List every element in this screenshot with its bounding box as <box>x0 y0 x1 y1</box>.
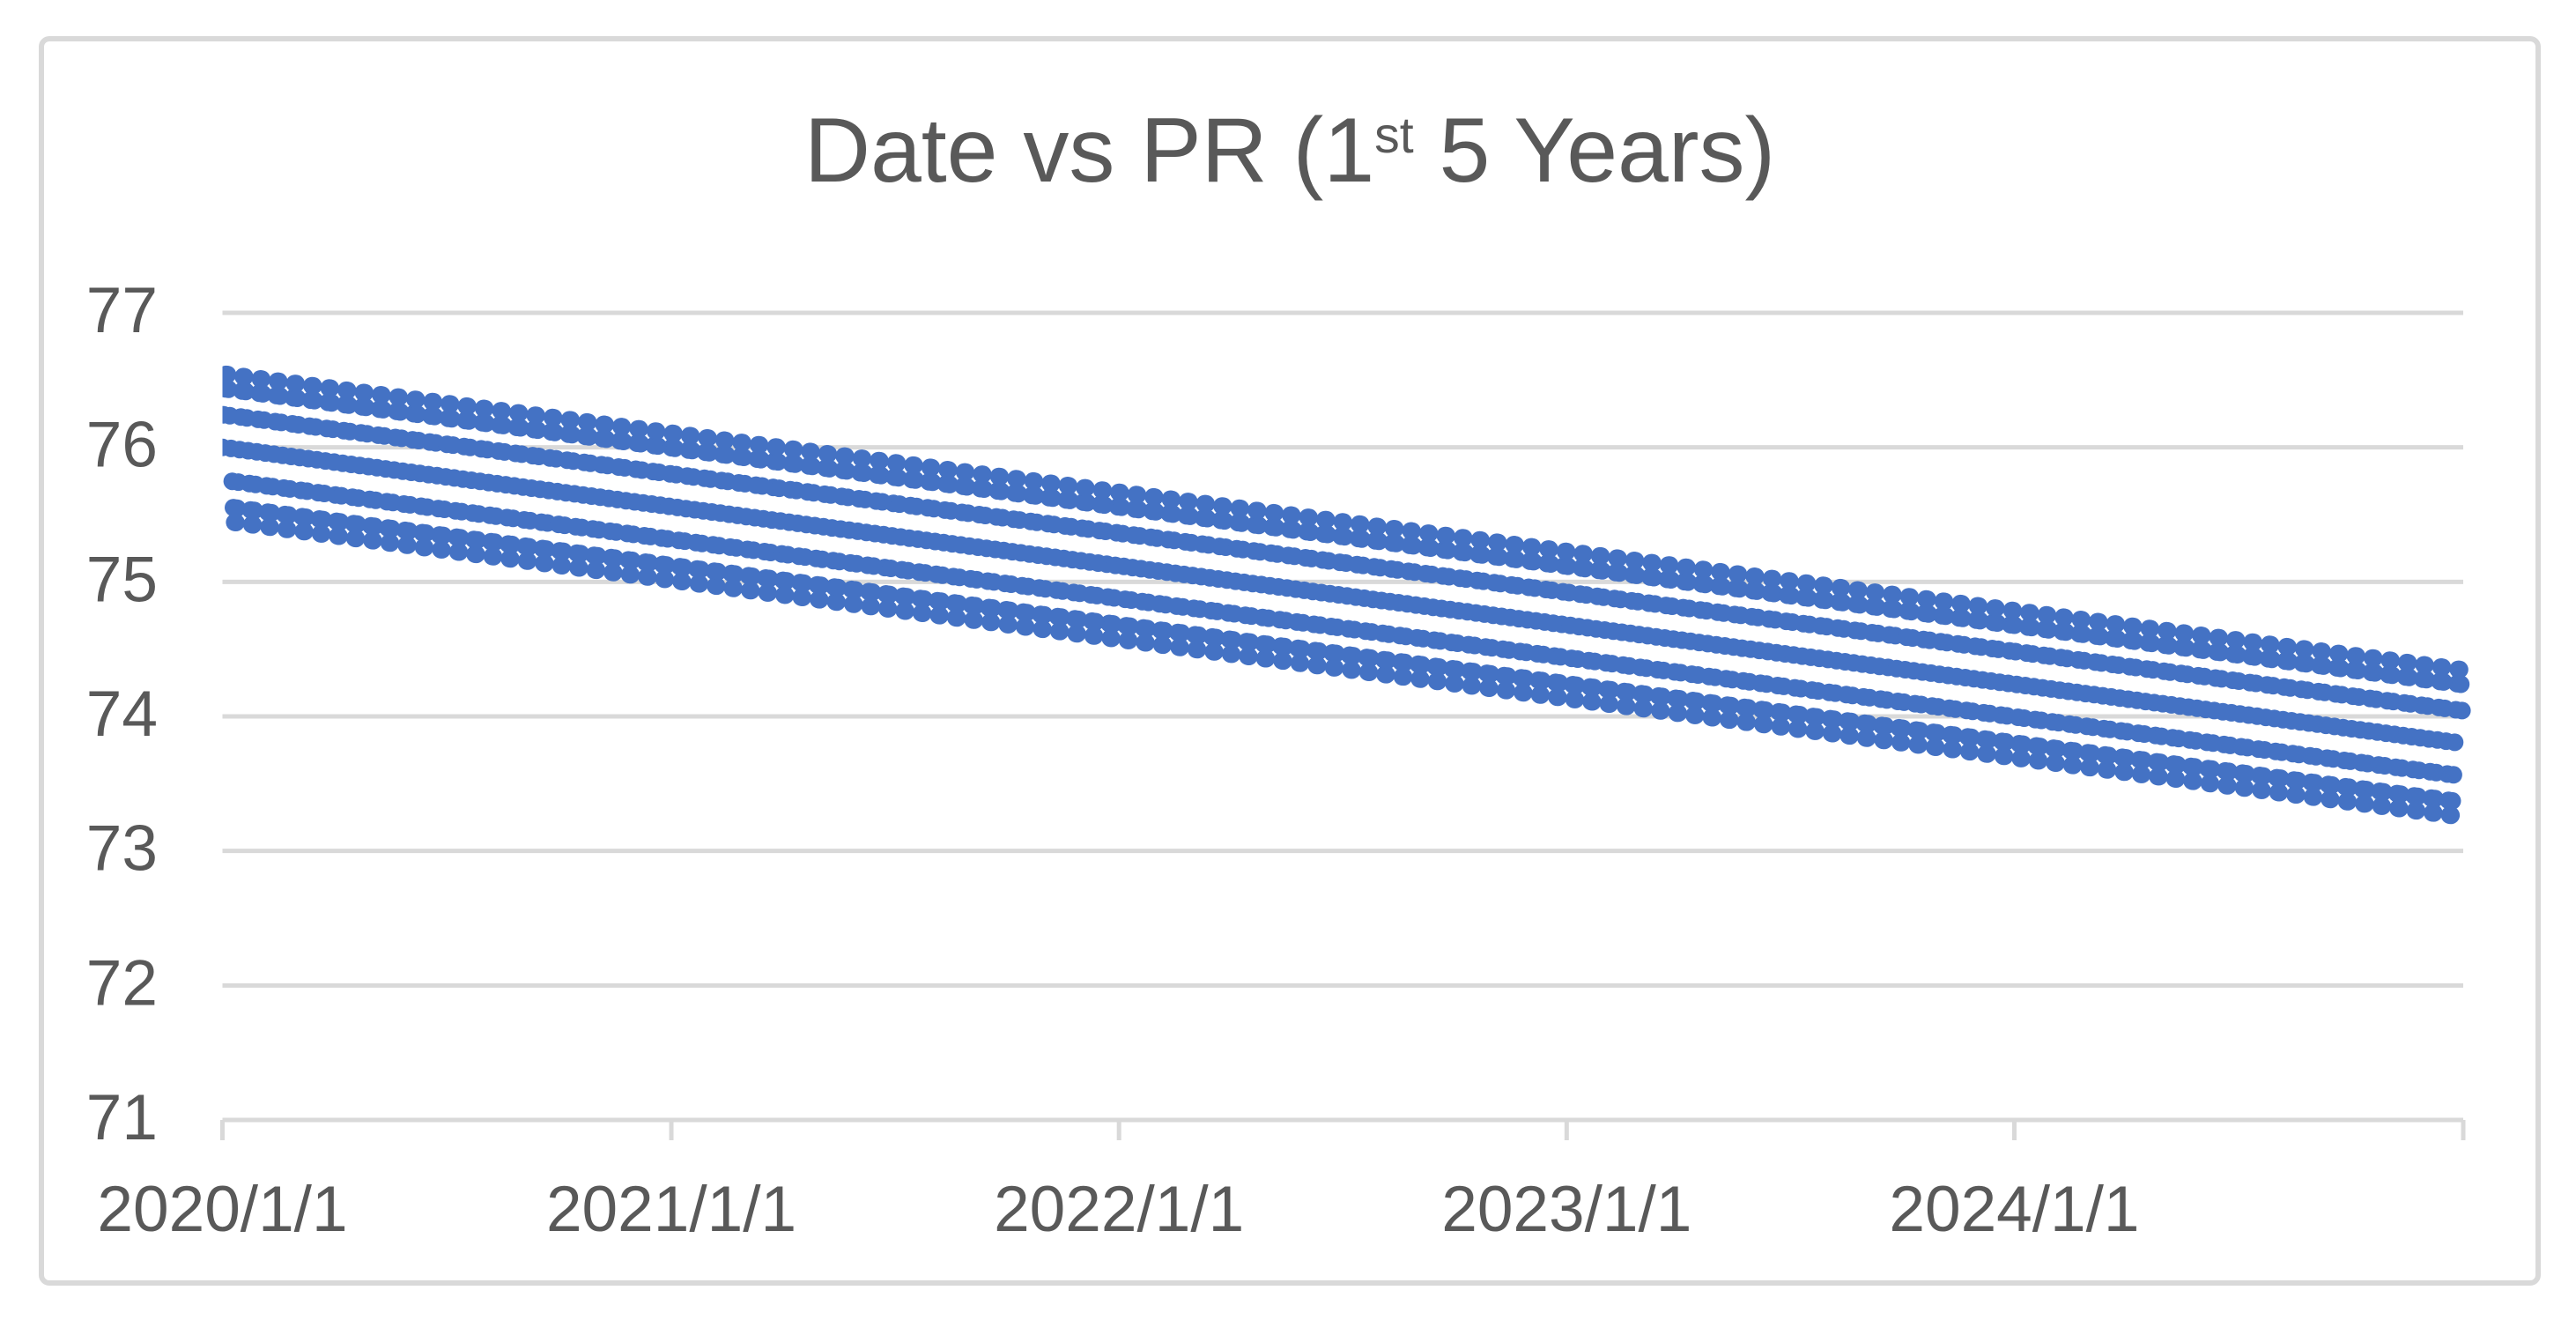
x-tick-label: 2022/1/1 <box>994 1174 1244 1245</box>
y-tick-label: 77 <box>86 275 158 346</box>
x-tick-label: 2023/1/1 <box>1441 1174 1691 1245</box>
y-tick-label: 76 <box>86 410 158 481</box>
y-tick-label: 73 <box>86 813 158 885</box>
y-tick-label: 75 <box>86 544 158 615</box>
x-tick-label: 2024/1/1 <box>1889 1174 2139 1245</box>
x-axis-ticks <box>220 1120 2466 1140</box>
chart-title: Date vs PR (1st 5 Years) <box>44 105 2535 197</box>
y-tick-label: 71 <box>86 1082 158 1153</box>
y-tick-label: 72 <box>86 947 158 1019</box>
x-tick-label: 2021/1/1 <box>546 1174 796 1245</box>
pr-scatter-band <box>222 365 2471 825</box>
y-axis-tick-labels: 71 72 73 74 75 76 77 <box>86 275 158 1153</box>
y-tick-label: 74 <box>86 679 158 750</box>
chart-container: Date vs PR (1st 5 Years) 71 72 73 74 75 76 77 2… <box>39 36 2541 1286</box>
chart-title-text: Date vs PR (1 <box>803 100 1375 202</box>
horizontal-gridlines <box>222 310 2463 1123</box>
x-axis-tick-labels: 2020/1/1 2021/1/1 2022/1/1 2023/1/1 2024/1/1 <box>97 1174 2139 1245</box>
x-tick-label: 2020/1/1 <box>97 1174 347 1245</box>
chart-title-suffix: 5 Years) <box>1413 100 1776 202</box>
chart-title-superscript: st <box>1374 107 1414 164</box>
